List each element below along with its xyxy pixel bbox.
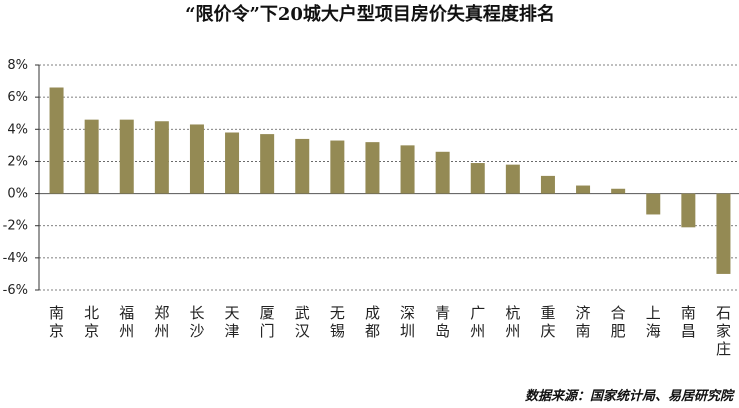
y-tick-label: 0% xyxy=(7,187,28,202)
y-tick-label: -4% xyxy=(3,251,28,266)
x-category-label: 杭州 xyxy=(505,304,520,340)
bar xyxy=(189,124,204,194)
source-note: 数据来源：国家统计局、易居研究院 xyxy=(525,388,736,404)
x-category-label: 厦门 xyxy=(260,304,275,340)
bar xyxy=(119,119,134,194)
y-tick-label: -2% xyxy=(3,219,28,234)
x-category-label: 广州 xyxy=(470,304,485,340)
x-category-label: 长沙 xyxy=(189,304,204,340)
x-category-label: 深圳 xyxy=(400,304,415,340)
x-category-label: 郑州 xyxy=(154,304,169,340)
bar xyxy=(716,193,731,274)
x-category-label: 青岛 xyxy=(435,304,450,340)
x-category-label: 石家庄 xyxy=(716,304,731,358)
x-category-label: 济南 xyxy=(576,304,591,340)
bar xyxy=(400,145,415,194)
bar xyxy=(646,193,661,215)
bar xyxy=(505,164,520,194)
gridlines xyxy=(39,64,739,291)
bar xyxy=(295,138,310,194)
y-tick-label: -6% xyxy=(3,283,28,298)
bar xyxy=(330,140,345,194)
x-category-label: 福州 xyxy=(119,304,134,340)
bar xyxy=(681,193,696,228)
bar xyxy=(49,87,64,194)
x-category-label: 北京 xyxy=(84,304,99,340)
bar xyxy=(154,121,169,194)
bar xyxy=(84,119,99,194)
x-category-label: 无锡 xyxy=(330,304,345,340)
x-category-label: 上海 xyxy=(646,304,661,340)
bars xyxy=(49,87,731,274)
x-category-label: 天津 xyxy=(225,304,240,340)
bar xyxy=(435,151,450,194)
x-category-label: 合肥 xyxy=(611,304,626,340)
bar xyxy=(576,185,591,194)
bar xyxy=(540,175,555,194)
chart-title: “限价令”下20城大户型项目房价失真程度排名 xyxy=(185,3,555,25)
x-category-label: 武汉 xyxy=(295,304,310,340)
x-category-label: 成都 xyxy=(365,304,380,340)
y-axis: 8% 6% 4% 2% 0% -2% -4% -6% xyxy=(3,58,40,298)
x-category-label: 南京 xyxy=(49,304,64,340)
y-tick-label: 8% xyxy=(7,58,28,73)
bar xyxy=(470,163,485,194)
x-axis-labels: 南京北京福州郑州长沙天津厦门武汉无锡成都深圳青岛广州杭州重庆济南合肥上海南昌石家… xyxy=(49,304,731,358)
x-category-label: 南昌 xyxy=(681,304,696,340)
y-tick-label: 2% xyxy=(7,154,28,169)
y-tick-label: 4% xyxy=(7,122,28,137)
x-category-label: 重庆 xyxy=(540,304,555,340)
bar xyxy=(225,132,240,194)
bar xyxy=(611,188,626,194)
y-tick-label: 6% xyxy=(7,90,28,105)
bar xyxy=(365,142,380,194)
bar xyxy=(260,134,275,194)
